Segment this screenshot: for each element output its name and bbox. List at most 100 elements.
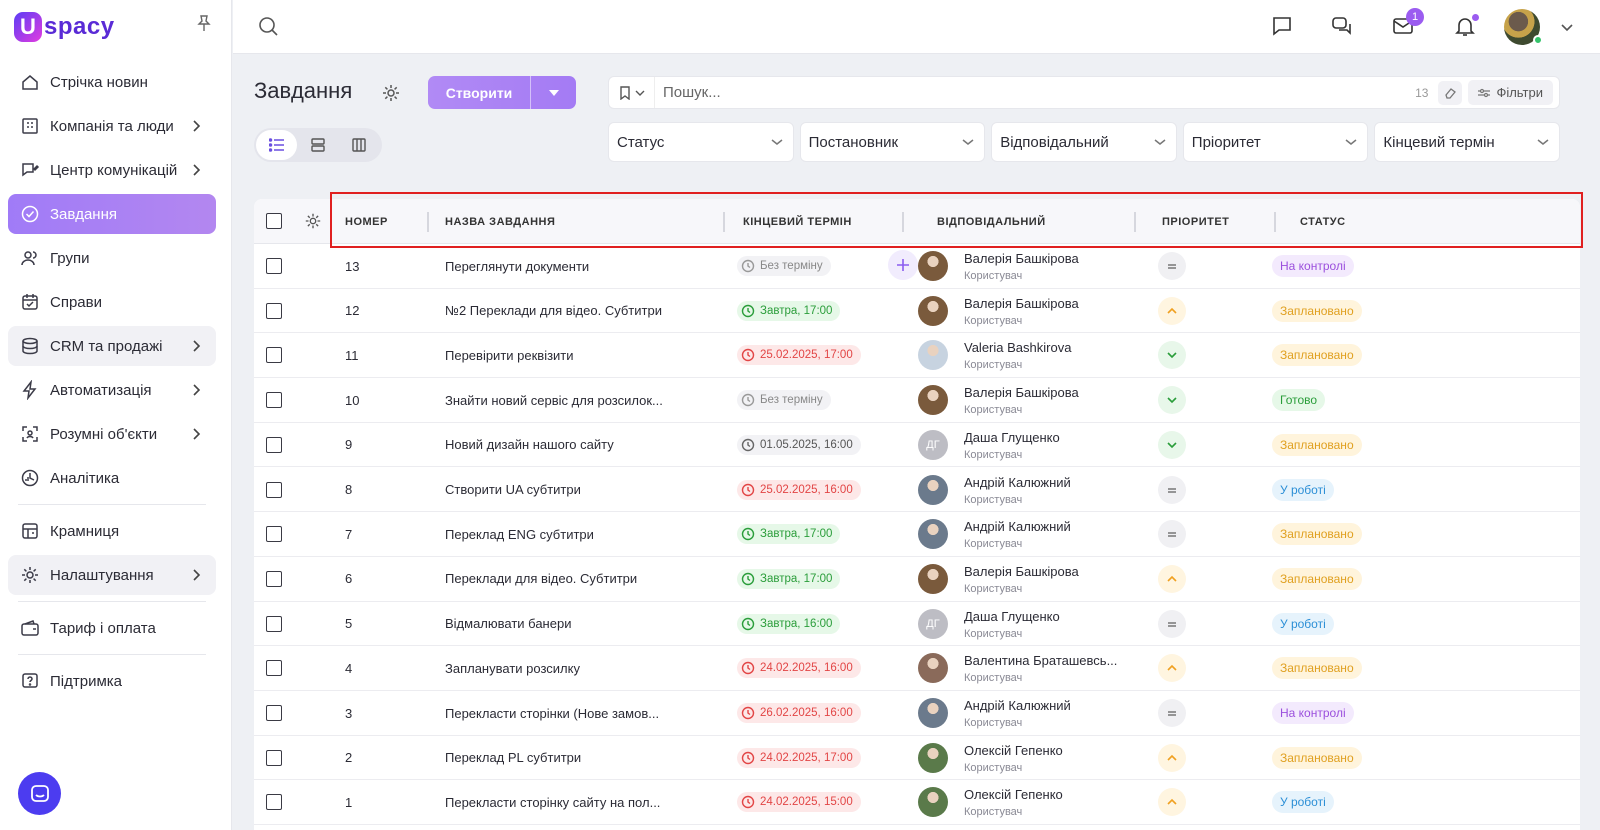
- priority-badge[interactable]: [1158, 654, 1186, 683]
- priority-badge[interactable]: [1158, 520, 1186, 549]
- deadline-badge[interactable]: Завтра, 17:00: [737, 300, 841, 321]
- task-name[interactable]: Запланувати розсилку: [445, 660, 580, 676]
- filter-select-2[interactable]: Відповідальний: [991, 122, 1177, 162]
- avatar[interactable]: [918, 251, 948, 281]
- bell-icon[interactable]: [1453, 14, 1477, 38]
- row-checkbox[interactable]: [266, 794, 282, 811]
- assignee-name[interactable]: Валерія Башкірова: [964, 251, 1079, 266]
- avatar[interactable]: [918, 563, 948, 594]
- deadline-badge[interactable]: 24.02.2025, 17:00: [737, 747, 861, 768]
- filter-select-4[interactable]: Кінцевий термін: [1374, 122, 1560, 162]
- sidebar-item-2[interactable]: Центр комунікацій: [8, 150, 216, 190]
- avatar[interactable]: ДГ: [918, 608, 948, 639]
- add-assignee-button[interactable]: [888, 250, 918, 280]
- search-input[interactable]: [655, 84, 1416, 101]
- table-row[interactable]: 11 Перевірити реквізити 25.02.2025, 17:0…: [254, 333, 1580, 379]
- task-name[interactable]: Створити UA субтитри: [445, 482, 581, 497]
- deadline-badge[interactable]: Завтра, 17:00: [737, 524, 841, 545]
- compact-view-button[interactable]: [297, 130, 338, 160]
- priority-badge[interactable]: [1158, 609, 1186, 638]
- row-checkbox[interactable]: [266, 749, 282, 766]
- avatar[interactable]: [918, 653, 948, 684]
- status-badge[interactable]: Заплановано: [1272, 433, 1362, 456]
- sidebar-item-4[interactable]: Групи: [8, 238, 216, 278]
- assignee-name[interactable]: Валентина Браташевсь...: [964, 653, 1118, 669]
- assignee-name[interactable]: Даша Глущенко: [964, 429, 1060, 445]
- row-checkbox[interactable]: [266, 615, 282, 632]
- deadline-badge[interactable]: Без терміну: [737, 256, 831, 276]
- status-badge[interactable]: На контролі: [1272, 702, 1354, 724]
- priority-badge[interactable]: [1158, 430, 1186, 459]
- table-row[interactable]: 4 Запланувати розсилку 24.02.2025, 16:00…: [254, 646, 1580, 691]
- sidebar-item-10[interactable]: Крамниця: [8, 511, 216, 551]
- support-chat-button[interactable]: [18, 772, 61, 815]
- row-checkbox[interactable]: [266, 436, 282, 453]
- status-badge[interactable]: Заплановано: [1272, 746, 1362, 769]
- assignee-name[interactable]: Олексій Гепенко: [964, 787, 1063, 803]
- header-priority[interactable]: ПРІОРИТЕТ: [1162, 215, 1230, 228]
- status-badge[interactable]: Заплановано: [1272, 657, 1362, 680]
- column-divider[interactable]: [1134, 212, 1136, 232]
- avatar[interactable]: [918, 787, 948, 818]
- status-badge[interactable]: Заплановано: [1272, 299, 1362, 322]
- priority-badge[interactable]: [1158, 475, 1186, 504]
- pin-icon[interactable]: [196, 14, 212, 32]
- deadline-badge[interactable]: Завтра, 17:00: [737, 568, 841, 589]
- table-row[interactable]: 2 Переклад PL субтитри 24.02.2025, 17:00…: [254, 736, 1580, 781]
- chevron-down-icon[interactable]: [1560, 20, 1574, 34]
- header-assignee[interactable]: ВІДПОВІДАЛЬНИЙ: [937, 215, 1046, 228]
- gear-icon[interactable]: [381, 83, 401, 103]
- chats-icon[interactable]: [1330, 14, 1354, 38]
- avatar[interactable]: [918, 385, 948, 416]
- deadline-badge[interactable]: 24.02.2025, 16:00: [737, 658, 861, 679]
- assignee-name[interactable]: Валерія Башкірова: [964, 295, 1079, 311]
- column-divider[interactable]: [902, 212, 904, 232]
- priority-badge[interactable]: [1158, 743, 1186, 772]
- select-all-checkbox[interactable]: [266, 213, 282, 229]
- deadline-badge[interactable]: 01.05.2025, 16:00: [737, 434, 861, 455]
- avatar[interactable]: [918, 474, 948, 505]
- column-settings-icon[interactable]: [304, 212, 322, 230]
- saved-filters-button[interactable]: [609, 77, 655, 108]
- table-row[interactable]: 10 Знайти новий сервіс для розсилок... Б…: [254, 378, 1580, 423]
- table-row[interactable]: 1 Перекласти сторінку сайту на пол... 24…: [254, 780, 1580, 826]
- assignee-name[interactable]: Валерія Башкірова: [964, 563, 1079, 579]
- sidebar-item-6[interactable]: CRM та продажі: [8, 326, 216, 366]
- row-checkbox[interactable]: [266, 302, 282, 319]
- sidebar-item-0[interactable]: Стрічка новин: [8, 62, 216, 102]
- create-dropdown-toggle[interactable]: [531, 76, 576, 109]
- column-divider[interactable]: [427, 212, 429, 232]
- clear-search-button[interactable]: [1438, 80, 1463, 105]
- status-badge[interactable]: Заплановано: [1272, 567, 1362, 590]
- task-name[interactable]: Перекласти сторінки (Нове замов...: [445, 705, 660, 721]
- priority-badge[interactable]: [1158, 564, 1186, 593]
- task-name[interactable]: Переклад PL субтитри: [445, 750, 582, 766]
- table-row[interactable]: 13 Переглянути документи Без терміну Вал…: [254, 244, 1580, 289]
- filter-select-0[interactable]: Статус: [608, 122, 794, 162]
- app-logo[interactable]: U spacy: [14, 10, 115, 44]
- priority-badge[interactable]: [1158, 341, 1186, 370]
- filters-button[interactable]: Фільтри: [1468, 80, 1553, 105]
- assignee-name[interactable]: Даша Глущенко: [964, 608, 1060, 624]
- table-row[interactable]: 9 Новий дизайн нашого сайту 01.05.2025, …: [254, 423, 1580, 468]
- status-badge[interactable]: У роботі: [1272, 791, 1334, 814]
- column-divider[interactable]: [723, 212, 725, 232]
- assignee-name[interactable]: Valeria Bashkirova: [964, 340, 1072, 356]
- deadline-badge[interactable]: Без терміну: [737, 390, 831, 411]
- priority-badge[interactable]: [1158, 296, 1186, 325]
- avatar[interactable]: [918, 340, 948, 371]
- sidebar-item-11[interactable]: Налаштування: [8, 555, 216, 595]
- task-name[interactable]: Новий дизайн нашого сайту: [445, 437, 614, 453]
- column-divider[interactable]: [1274, 212, 1276, 232]
- status-badge[interactable]: Готово: [1272, 389, 1326, 412]
- row-checkbox[interactable]: [266, 392, 282, 409]
- sidebar-item-7[interactable]: Автоматизація: [8, 370, 216, 410]
- row-checkbox[interactable]: [266, 570, 282, 587]
- task-name[interactable]: №2 Переклади для відео. Субтитри: [445, 303, 662, 319]
- deadline-badge[interactable]: 25.02.2025, 16:00: [737, 479, 861, 500]
- table-row[interactable]: 7 Переклад ENG субтитри Завтра, 17:00 Ан…: [254, 512, 1580, 557]
- deadline-badge[interactable]: Завтра, 16:00: [737, 613, 841, 634]
- task-name[interactable]: Знайти новий сервіс для розсилок...: [445, 392, 663, 408]
- table-row[interactable]: 3 Перекласти сторінки (Нове замов... 26.…: [254, 691, 1580, 736]
- status-badge[interactable]: У роботі: [1272, 478, 1334, 501]
